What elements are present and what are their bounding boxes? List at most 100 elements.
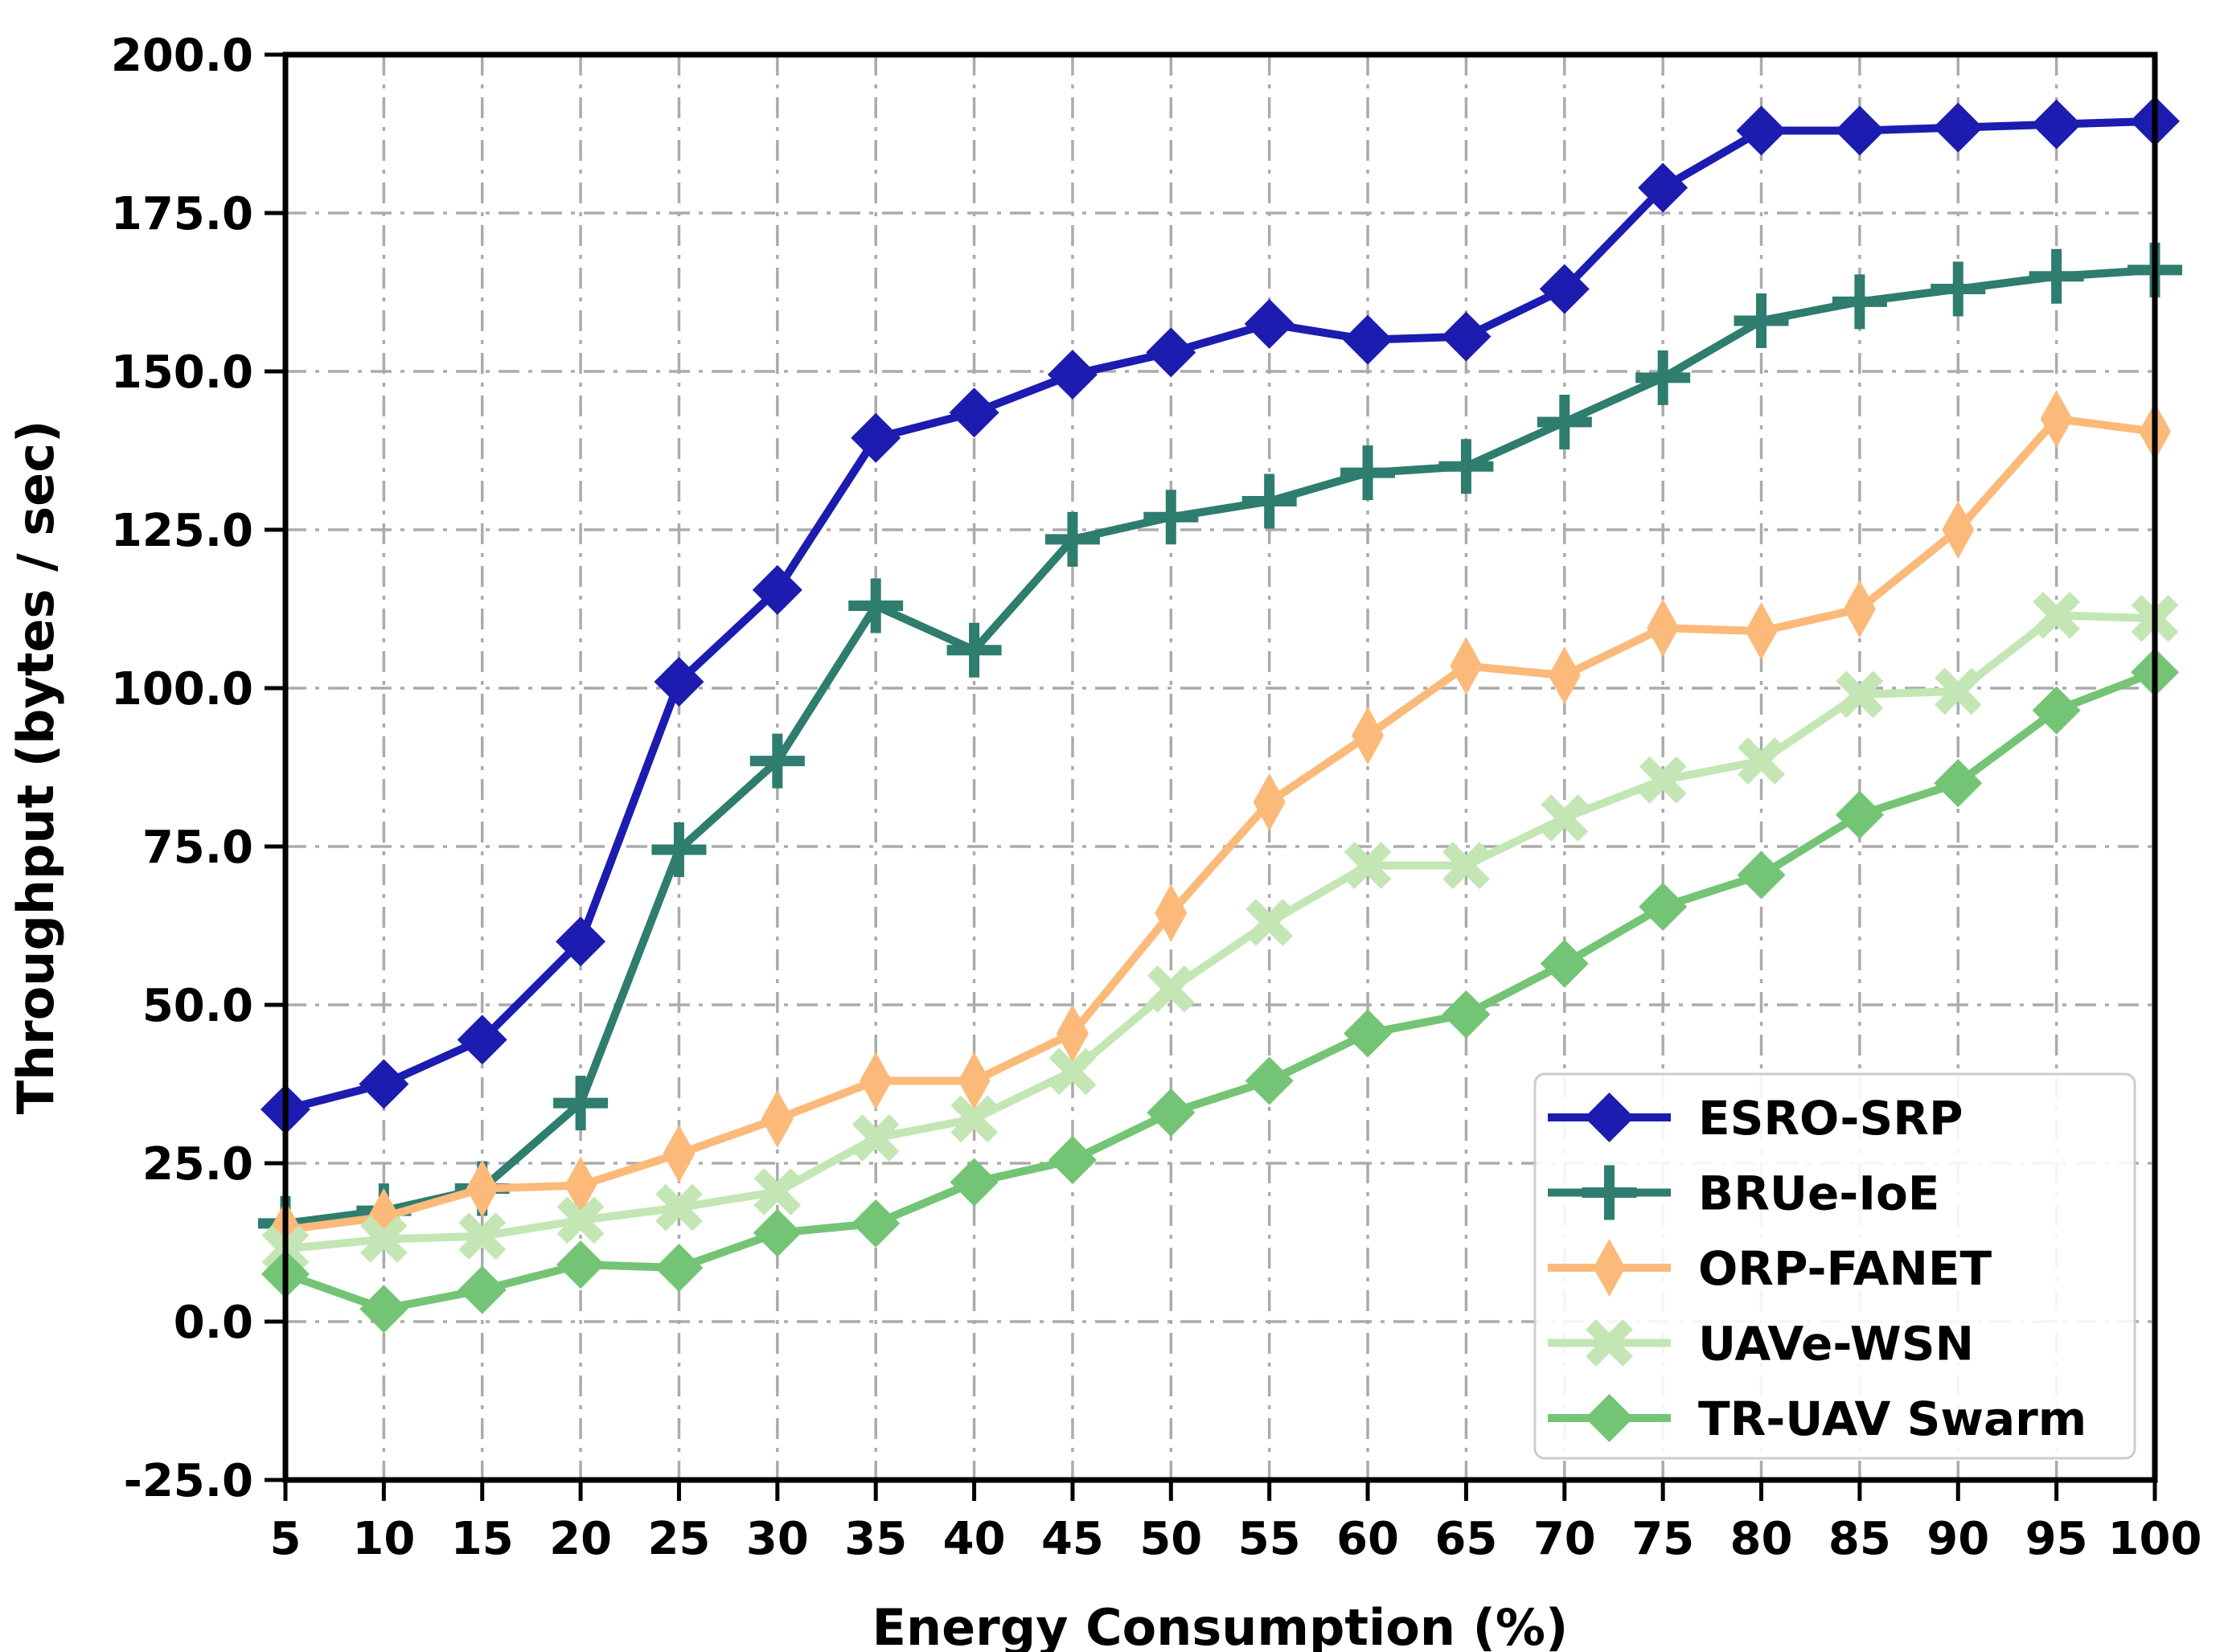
marker-diamond <box>1540 939 1589 988</box>
marker-diamond <box>1539 264 1590 314</box>
x-tick-label: 30 <box>746 1513 809 1565</box>
x-tick-label: 40 <box>943 1513 1006 1565</box>
legend-item-BRUe-IoE: BRUe-IoE <box>1548 1165 1939 1220</box>
legend-item-ESRO-SRP: ESRO-SRP <box>1548 1091 1963 1146</box>
x-tick-label: 25 <box>648 1513 711 1565</box>
marker-plus <box>1044 511 1100 567</box>
marker-x <box>753 1168 802 1215</box>
marker-thin-diamond <box>1352 707 1385 765</box>
marker-diamond <box>1244 298 1295 349</box>
marker-thin-diamond <box>1647 599 1680 658</box>
legend-item-ORP-FANET: ORP-FANET <box>1548 1239 1992 1297</box>
marker-x <box>1836 670 1884 719</box>
marker-plus <box>1241 473 1297 529</box>
marker-x <box>1147 965 1195 1013</box>
marker-x <box>1344 842 1392 890</box>
marker-x <box>851 1114 900 1162</box>
marker-diamond <box>753 1208 802 1257</box>
marker-thin-diamond <box>466 1159 499 1218</box>
marker-diamond <box>2031 99 2082 150</box>
legend-label: BRUe-IoE <box>1698 1166 1939 1220</box>
marker-diamond <box>556 916 606 967</box>
marker-diamond <box>1441 311 1492 362</box>
marker-diamond <box>458 1265 507 1314</box>
legend-label: TR-UAV Swarm <box>1698 1392 2087 1446</box>
marker-thin-diamond <box>761 1089 794 1148</box>
marker-diamond <box>949 387 999 438</box>
series-ESRO-SRP <box>261 96 2180 1135</box>
marker-diamond <box>1344 1009 1393 1058</box>
marker-x <box>556 1196 605 1244</box>
marker-diamond <box>1736 105 1787 156</box>
marker-x <box>1639 756 1687 804</box>
y-tick-label: 200.0 <box>111 30 253 82</box>
marker-plus <box>553 1076 609 1131</box>
y-tick-label: 100.0 <box>111 663 253 715</box>
marker-plus <box>1340 445 1396 501</box>
marker-plus <box>1832 274 1887 330</box>
x-axis-title: Energy Consumption (%) <box>872 1598 1569 1652</box>
y-tick-label: 175.0 <box>111 188 253 240</box>
marker-thin-diamond <box>1942 501 1975 559</box>
series-UAVe-WSN <box>261 592 2179 1273</box>
marker-diamond <box>1048 1136 1097 1185</box>
marker-x <box>1442 842 1490 890</box>
x-tick-labels: 5 10 15 20 25 30 35 40 45 50 55 60 65 70 75 80 85 90 95 100 <box>270 1513 2202 1565</box>
y-tick-label: 75.0 <box>142 822 253 874</box>
series-ORP-FANET <box>269 390 2171 1259</box>
x-tick-label: 75 <box>1631 1513 1694 1565</box>
x-tick-label: 55 <box>1238 1513 1301 1565</box>
x-tick-label: 70 <box>1533 1513 1596 1565</box>
marker-diamond <box>1584 1092 1635 1142</box>
marker-diamond <box>2032 686 2081 735</box>
marker-diamond <box>1638 162 1689 213</box>
marker-diamond <box>654 1244 704 1293</box>
y-tick-label: 25.0 <box>142 1138 253 1191</box>
marker-plus <box>848 578 904 633</box>
marker-plus <box>1734 293 1789 348</box>
marker-plus <box>1537 395 1592 450</box>
marker-plus <box>946 622 1002 678</box>
x-tick-label: 10 <box>352 1513 415 1565</box>
marker-x <box>1541 794 1589 842</box>
marker-diamond <box>1343 314 1393 365</box>
marker-x <box>950 1095 998 1143</box>
x-tick-label: 95 <box>2025 1513 2088 1565</box>
marker-thin-diamond <box>860 1051 892 1110</box>
x-tick-label: 60 <box>1336 1513 1399 1565</box>
marker-diamond <box>1835 790 1884 839</box>
y-tick-label: 125.0 <box>111 505 253 557</box>
marker-thin-diamond <box>663 1125 696 1183</box>
x-tick-label: 65 <box>1434 1513 1497 1565</box>
y-tick-label: -25.0 <box>124 1455 253 1507</box>
marker-x <box>1738 737 1785 785</box>
marker-diamond <box>1442 990 1491 1039</box>
series-TR-UAV Swarm <box>261 648 2179 1334</box>
marker-x <box>1048 1047 1097 1096</box>
marker-thin-diamond <box>2040 390 2073 449</box>
y-tick-labels: 200.0 175.0 150.0 125.0 100.0 75.0 50.0 25.0 0.0… <box>111 30 253 1507</box>
marker-plus <box>1635 350 1691 405</box>
legend: ESRO-SRP BRUe-IoE ORP-FANET UAVe-WSN TR-UAV … <box>1533 1072 2136 1460</box>
marker-diamond <box>950 1158 999 1207</box>
marker-diamond <box>1639 882 1688 931</box>
legend-item-TR-UAV Swarm: TR-UAV Swarm <box>1548 1392 2087 1446</box>
x-tick-label: 45 <box>1041 1513 1104 1565</box>
legend-item-UAVe-WSN: UAVe-WSN <box>1548 1316 1974 1371</box>
x-tick-label: 90 <box>1927 1513 1989 1565</box>
marker-x <box>655 1183 703 1232</box>
marker-x <box>360 1215 408 1263</box>
marker-x <box>1245 899 1294 946</box>
axis-ticks <box>265 52 2157 1501</box>
x-tick-label: 15 <box>451 1513 514 1565</box>
marker-diamond <box>1146 327 1196 378</box>
marker-x <box>458 1212 507 1260</box>
legend-label: ORP-FANET <box>1698 1241 1992 1296</box>
marker-plus <box>1438 439 1494 494</box>
marker-x <box>1934 667 1982 715</box>
x-tick-label: 80 <box>1730 1513 1793 1565</box>
marker-plus <box>1143 490 1199 545</box>
marker-diamond <box>1934 759 1983 808</box>
marker-thin-diamond <box>1548 646 1581 705</box>
